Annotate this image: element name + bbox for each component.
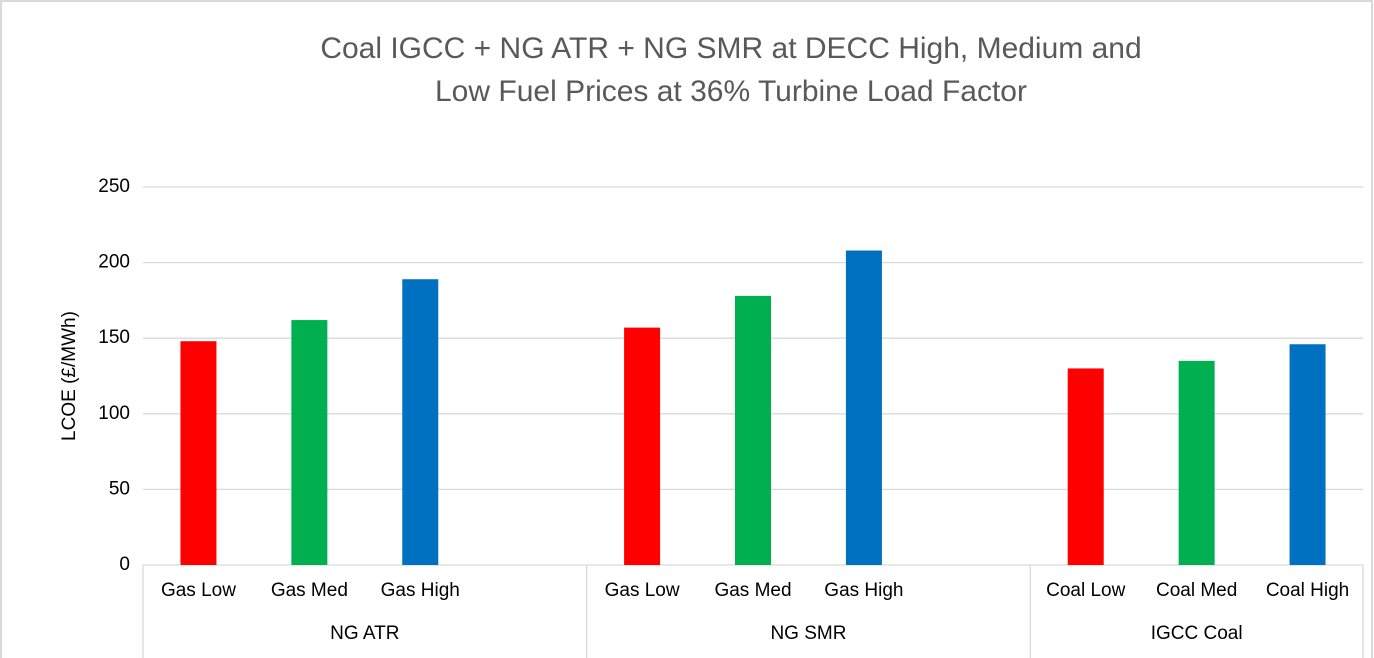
bar [735,295,771,565]
bar [1289,344,1326,565]
bar [180,341,217,565]
x-tick-label: Coal Low [1046,580,1125,601]
chart-title: Low Fuel Prices at 36% Turbine Load Fact… [435,75,1027,108]
group-label: NG ATR [330,623,399,644]
bar [1178,360,1215,565]
y-tick-label: 150 [98,327,130,348]
y-tick-label: 100 [98,403,130,424]
x-tick-label: Gas High [824,580,903,601]
y-tick-label: 250 [98,176,130,197]
x-tick-label: Coal High [1266,580,1349,601]
bar [845,250,882,565]
group-label: NG SMR [770,623,846,644]
x-tick-label: Gas Med [271,580,348,601]
bar [291,320,328,565]
y-axis-label: LCOE (£/MWh) [59,311,80,441]
y-tick-label: 200 [98,252,130,273]
chart-title: Coal IGCC + NG ATR + NG SMR at DECC High… [320,32,1141,65]
x-tick-label: Gas High [381,580,460,601]
y-tick-label: 0 [119,554,130,575]
bar [1067,368,1104,565]
y-tick-label: 50 [109,478,130,499]
group-label: IGCC Coal [1151,623,1243,644]
x-tick-label: Gas Med [714,580,791,601]
bar [624,327,661,565]
bar [402,279,439,565]
x-tick-label: Coal Med [1156,580,1237,601]
x-tick-label: Gas Low [605,580,680,601]
x-tick-label: Gas Low [161,580,236,601]
